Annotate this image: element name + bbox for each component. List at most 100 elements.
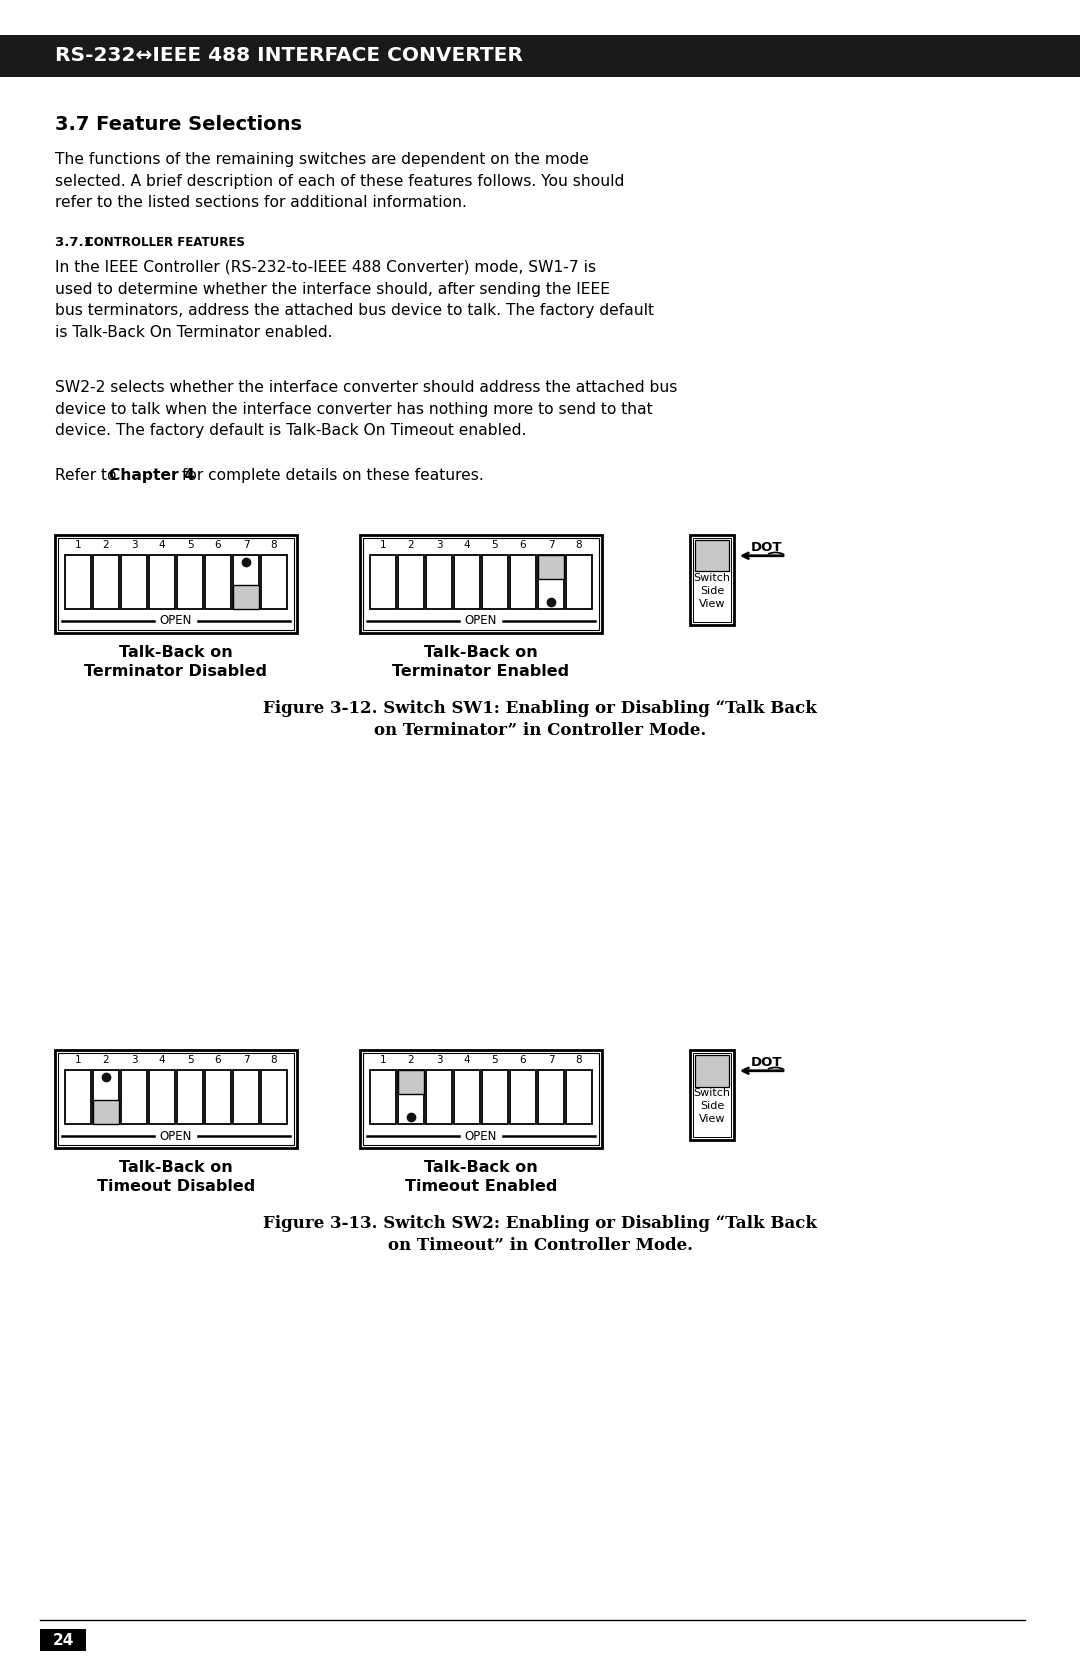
Text: 3.7.1: 3.7.1 bbox=[55, 235, 97, 249]
Bar bbox=[482, 1070, 508, 1123]
Bar bbox=[149, 556, 175, 609]
Bar bbox=[0, 35, 1080, 77]
Text: 5: 5 bbox=[491, 1055, 498, 1065]
Bar bbox=[233, 1070, 259, 1123]
Text: 4: 4 bbox=[159, 541, 165, 551]
Text: Figure 3-12. Switch SW1: Enabling or Disabling “Talk Back: Figure 3-12. Switch SW1: Enabling or Dis… bbox=[264, 699, 816, 718]
Text: 24: 24 bbox=[52, 1632, 73, 1647]
Bar bbox=[696, 1055, 729, 1087]
Text: 3: 3 bbox=[131, 1055, 137, 1065]
Text: 7: 7 bbox=[548, 1055, 554, 1065]
Bar bbox=[454, 556, 480, 609]
Text: 1: 1 bbox=[75, 1055, 81, 1065]
Bar bbox=[399, 556, 424, 609]
Bar bbox=[65, 556, 91, 609]
Text: 3.7 Feature Selections: 3.7 Feature Selections bbox=[55, 115, 302, 134]
Text: 6: 6 bbox=[215, 1055, 221, 1065]
Text: OPEN: OPEN bbox=[464, 1130, 497, 1143]
Text: Talk-Back on
Terminator Enabled: Talk-Back on Terminator Enabled bbox=[392, 644, 569, 679]
Bar bbox=[205, 1070, 231, 1123]
Text: The functions of the remaining switches are dependent on the mode
selected. A br: The functions of the remaining switches … bbox=[55, 152, 624, 210]
Bar bbox=[696, 541, 729, 571]
Bar bbox=[261, 556, 287, 609]
Text: 3: 3 bbox=[435, 541, 443, 551]
Bar bbox=[121, 1070, 147, 1123]
Text: 5: 5 bbox=[187, 541, 193, 551]
Bar bbox=[426, 1070, 453, 1123]
Bar bbox=[93, 1070, 119, 1123]
Text: OPEN: OPEN bbox=[160, 614, 192, 628]
Bar bbox=[399, 1070, 424, 1093]
Text: 8: 8 bbox=[271, 1055, 278, 1065]
Bar bbox=[399, 1070, 424, 1123]
Text: OPEN: OPEN bbox=[160, 1130, 192, 1143]
Text: on Terminator” in Controller Mode.: on Terminator” in Controller Mode. bbox=[374, 723, 706, 739]
Bar bbox=[482, 556, 508, 609]
Text: SW2-2 selects whether the interface converter should address the attached bus
de: SW2-2 selects whether the interface conv… bbox=[55, 381, 677, 439]
Bar bbox=[93, 1100, 119, 1123]
Bar bbox=[370, 1070, 396, 1123]
Bar bbox=[693, 537, 731, 623]
Bar bbox=[55, 536, 297, 633]
Text: 2: 2 bbox=[407, 1055, 415, 1065]
Bar bbox=[58, 537, 294, 629]
Text: Chapter 4: Chapter 4 bbox=[109, 467, 194, 482]
Bar bbox=[538, 556, 564, 579]
Text: Talk-Back on
Timeout Disabled: Talk-Back on Timeout Disabled bbox=[97, 1160, 255, 1195]
Text: DOT: DOT bbox=[751, 541, 782, 554]
Bar bbox=[690, 1050, 734, 1140]
Bar bbox=[566, 556, 592, 609]
Text: Figure 3-13. Switch SW2: Enabling or Disabling “Talk Back: Figure 3-13. Switch SW2: Enabling or Dis… bbox=[264, 1215, 816, 1232]
Text: 3: 3 bbox=[131, 541, 137, 551]
Text: Talk-Back on
Timeout Enabled: Talk-Back on Timeout Enabled bbox=[405, 1160, 557, 1195]
Bar bbox=[363, 1053, 599, 1145]
Bar bbox=[65, 1070, 91, 1123]
Text: 2: 2 bbox=[103, 541, 109, 551]
Text: 1: 1 bbox=[380, 1055, 387, 1065]
Text: OPEN: OPEN bbox=[464, 614, 497, 628]
Text: 5: 5 bbox=[187, 1055, 193, 1065]
Bar bbox=[93, 556, 119, 609]
Bar bbox=[690, 536, 734, 624]
Bar bbox=[233, 586, 259, 609]
Bar bbox=[121, 556, 147, 609]
Bar bbox=[538, 1070, 564, 1123]
Bar bbox=[370, 556, 396, 609]
Text: on Timeout” in Controller Mode.: on Timeout” in Controller Mode. bbox=[388, 1237, 692, 1253]
Text: 7: 7 bbox=[548, 541, 554, 551]
Text: CONTROLLER FEATURES: CONTROLLER FEATURES bbox=[85, 235, 245, 249]
Bar bbox=[58, 1053, 294, 1145]
Text: RS-232↔IEEE 488 INTERFACE CONVERTER: RS-232↔IEEE 488 INTERFACE CONVERTER bbox=[55, 47, 523, 65]
Bar bbox=[363, 537, 599, 629]
Text: 4: 4 bbox=[463, 541, 470, 551]
Bar bbox=[205, 556, 231, 609]
Bar bbox=[55, 1050, 297, 1148]
Text: 1: 1 bbox=[75, 541, 81, 551]
Text: 2: 2 bbox=[407, 541, 415, 551]
Text: 3: 3 bbox=[435, 1055, 443, 1065]
Bar bbox=[360, 536, 602, 633]
Bar bbox=[261, 1070, 287, 1123]
Text: 1: 1 bbox=[380, 541, 387, 551]
Bar bbox=[177, 556, 203, 609]
Bar bbox=[510, 556, 536, 609]
Text: 8: 8 bbox=[576, 1055, 582, 1065]
Bar bbox=[40, 1629, 86, 1651]
Bar bbox=[510, 1070, 536, 1123]
Text: 5: 5 bbox=[491, 541, 498, 551]
Bar bbox=[693, 1053, 731, 1137]
Bar bbox=[454, 1070, 480, 1123]
Text: 7: 7 bbox=[243, 541, 249, 551]
Text: 6: 6 bbox=[519, 1055, 526, 1065]
Text: Refer to: Refer to bbox=[55, 467, 121, 482]
Bar bbox=[233, 556, 259, 609]
Bar bbox=[177, 1070, 203, 1123]
Text: Switch
Side
View: Switch Side View bbox=[693, 572, 730, 609]
Bar bbox=[149, 1070, 175, 1123]
Text: 6: 6 bbox=[215, 541, 221, 551]
Bar bbox=[566, 1070, 592, 1123]
Text: 2: 2 bbox=[103, 1055, 109, 1065]
Text: 6: 6 bbox=[519, 541, 526, 551]
Bar bbox=[426, 556, 453, 609]
Bar bbox=[360, 1050, 602, 1148]
